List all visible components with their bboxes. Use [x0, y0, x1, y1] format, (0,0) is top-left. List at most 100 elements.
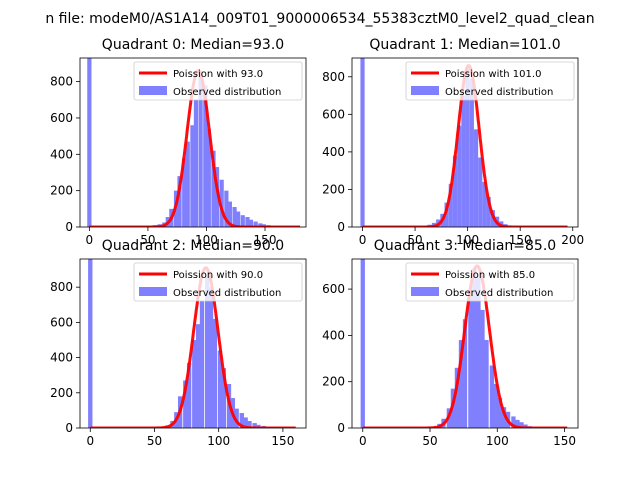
quadrant-2-zero-bin-bar: [88, 259, 93, 428]
quadrant-2-ytick-label: 800: [50, 280, 73, 294]
quadrant-0-hist-bar: [232, 207, 237, 227]
quadrant-0-xtick-label: 150: [254, 233, 277, 247]
quadrant-1-legend-box: [405, 61, 575, 101]
quadrant-2-hist-bar: [199, 301, 205, 428]
figure-suptitle: n file: modeM0/AS1A14_009T01_9000006534_…: [45, 11, 594, 27]
quadrant-1-hist-bar: [473, 129, 479, 227]
quadrant-0-xtick-label: 0: [86, 233, 94, 247]
quadrant-1-hist-bar: [469, 78, 474, 227]
quadrant-0-xtick-label: 50: [140, 233, 155, 247]
quadrant-2-plot-area: [88, 259, 297, 428]
quadrant-0-hist-bar: [190, 125, 195, 227]
quadrant-1-xtick-label: 150: [509, 233, 532, 247]
quadrant-3-hist-bar: [480, 309, 485, 428]
quadrant-1-ytick-label: 800: [322, 70, 345, 84]
quadrant-3-legend-poisson-label: Poission with 85.0: [445, 270, 535, 281]
quadrant-0-hist-bar: [185, 141, 190, 227]
quadrant-0-hist-bar: [253, 221, 258, 227]
quadrant-2-ytick-label: 400: [50, 351, 73, 365]
quadrant-3-hist-bar: [462, 319, 468, 428]
quadrant-3-hist-bar: [501, 407, 507, 428]
quadrant-1-hist-bar: [482, 181, 487, 227]
quadrant-1-hist-bar: [457, 125, 462, 227]
quadrant-2-xtick-label: 0: [86, 434, 94, 448]
quadrant-3-poisson-curve: [361, 264, 569, 428]
quadrant-3-hist-bar: [515, 419, 520, 428]
quadrant-3-title: Quadrant 3: Median=85.0: [374, 238, 556, 254]
quadrant-0-hist-bar: [177, 176, 182, 227]
quadrant-0-xtick-label: 100: [195, 233, 218, 247]
quadrant-1-hist-bar: [448, 183, 453, 227]
quadrant-0-hist-bar: [219, 179, 224, 227]
quadrant-0-hist-bar: [206, 128, 211, 227]
quadrant-2-axes: 0 50 100 150 0 200 400 600 800 Quadrant 2: Median…: [50, 238, 307, 448]
quadrant-0-hist-bar: [227, 201, 232, 227]
quadrant-0-legend-box: [133, 61, 303, 101]
quadrant-1-xtick-label: 200: [561, 233, 584, 247]
quadrant-1-hist-bar: [486, 196, 491, 227]
quadrant-3-axes: 0 50 100 150 0 200 400 600 Quadrant 3: Median=85…: [322, 238, 579, 448]
quadrant-1-zero-bin-bar: [360, 58, 365, 227]
quadrant-3-hist-bar: [497, 397, 503, 428]
quadrant-0-axes: 0 50 100 150 0 200 400 600 800 Quadrant 0: Median…: [50, 37, 307, 247]
quadrant-2-hist-bar: [217, 350, 223, 428]
quadrant-2-title: Quadrant 2: Median=90.0: [102, 238, 284, 254]
quadrant-2-hist-bar: [186, 362, 192, 428]
quadrant-1-xtick-label: 50: [407, 233, 422, 247]
quadrant-3-hist-bar: [523, 424, 528, 428]
quadrant-1-legend: Poission with 101.0 Observed distribution: [405, 61, 575, 101]
quadrant-2-xtick-label: 50: [147, 434, 162, 448]
quadrant-2-ytick-label: 600: [50, 315, 73, 329]
quadrant-2-legend-observed-label: Observed distribution: [173, 288, 281, 299]
quadrant-2-hist-bar: [256, 424, 261, 428]
quadrant-0-legend: Poission with 93.0 Observed distribution: [133, 61, 303, 101]
quadrant-1-hist-bar: [444, 202, 449, 227]
quadrant-3-hist-bar: [454, 367, 460, 428]
quadrant-0-frame: [79, 57, 307, 228]
quadrant-0-legend-poisson-label: Poission with 93.0: [173, 69, 263, 80]
quadrant-1-hist-bar: [478, 157, 483, 227]
quadrant-3-hist-bar: [511, 416, 516, 428]
quadrant-0-hist-bar: [198, 70, 203, 227]
quadrant-3-hist-bar: [476, 277, 481, 428]
quadrant-3-legend-box: [405, 262, 575, 302]
quadrant-3-hist-bar: [458, 340, 464, 428]
quadrant-1-ytick-label: 600: [322, 107, 345, 121]
quadrant-0-hist-bar: [214, 167, 220, 227]
quadrant-3-xtick-label: 100: [486, 434, 509, 448]
quadrant-3-xtick-label: 150: [553, 434, 576, 448]
quadrant-2-xtick-label: 100: [207, 434, 230, 448]
quadrant-0-ytick-label: 200: [50, 184, 73, 198]
quadrant-3-legend-observed-swatch: [411, 287, 439, 296]
quadrant-0-hist-bar: [248, 219, 254, 227]
quadrant-3-hist-bar: [472, 268, 477, 428]
quadrant-3-frame: [351, 258, 579, 429]
quadrant-2-legend-observed-swatch: [139, 287, 167, 296]
quadrant-2-hist-bar: [192, 339, 197, 428]
quadrant-0-ytick-label: 0: [65, 220, 73, 234]
quadrant-0-hist-bar: [258, 223, 263, 227]
quadrant-0-ytick-label: 400: [50, 147, 73, 161]
quadrant-2-hist-bar: [204, 276, 210, 428]
quadrant-2-hist-bar: [221, 368, 227, 428]
quadrant-3-ytick-label: 0: [337, 421, 345, 435]
quadrant-0-legend-observed-label: Observed distribution: [173, 87, 281, 98]
quadrant-0-hist-bar: [224, 190, 229, 227]
quadrant-0-zero-bin-bar: [87, 58, 92, 227]
quadrant-1-ytick-label: 0: [337, 220, 345, 234]
quadrant-1-legend-poisson-label: Poission with 101.0: [445, 69, 541, 80]
quadrant-2-hist-bar: [208, 287, 214, 428]
quadrant-3-xtick-label: 50: [422, 434, 437, 448]
quadrant-0-hist-bar: [240, 215, 245, 227]
quadrant-1-legend-observed-label: Observed distribution: [445, 87, 553, 98]
quadrant-2-hist-bar: [195, 324, 201, 428]
quadrant-0-hist-bar: [245, 217, 250, 227]
quadrant-1-legend-observed-swatch: [411, 86, 439, 95]
quadrant-3-legend-observed-label: Observed distribution: [445, 288, 553, 299]
quadrant-1-ytick-label: 400: [322, 145, 345, 159]
quadrant-3-ytick-label: 200: [322, 375, 345, 389]
quadrant-3-zero-bin-bar: [360, 259, 365, 428]
quadrant-3-ytick-label: 600: [322, 282, 345, 296]
quadrant-3-legend: Poission with 85.0 Observed distribution: [405, 262, 575, 302]
